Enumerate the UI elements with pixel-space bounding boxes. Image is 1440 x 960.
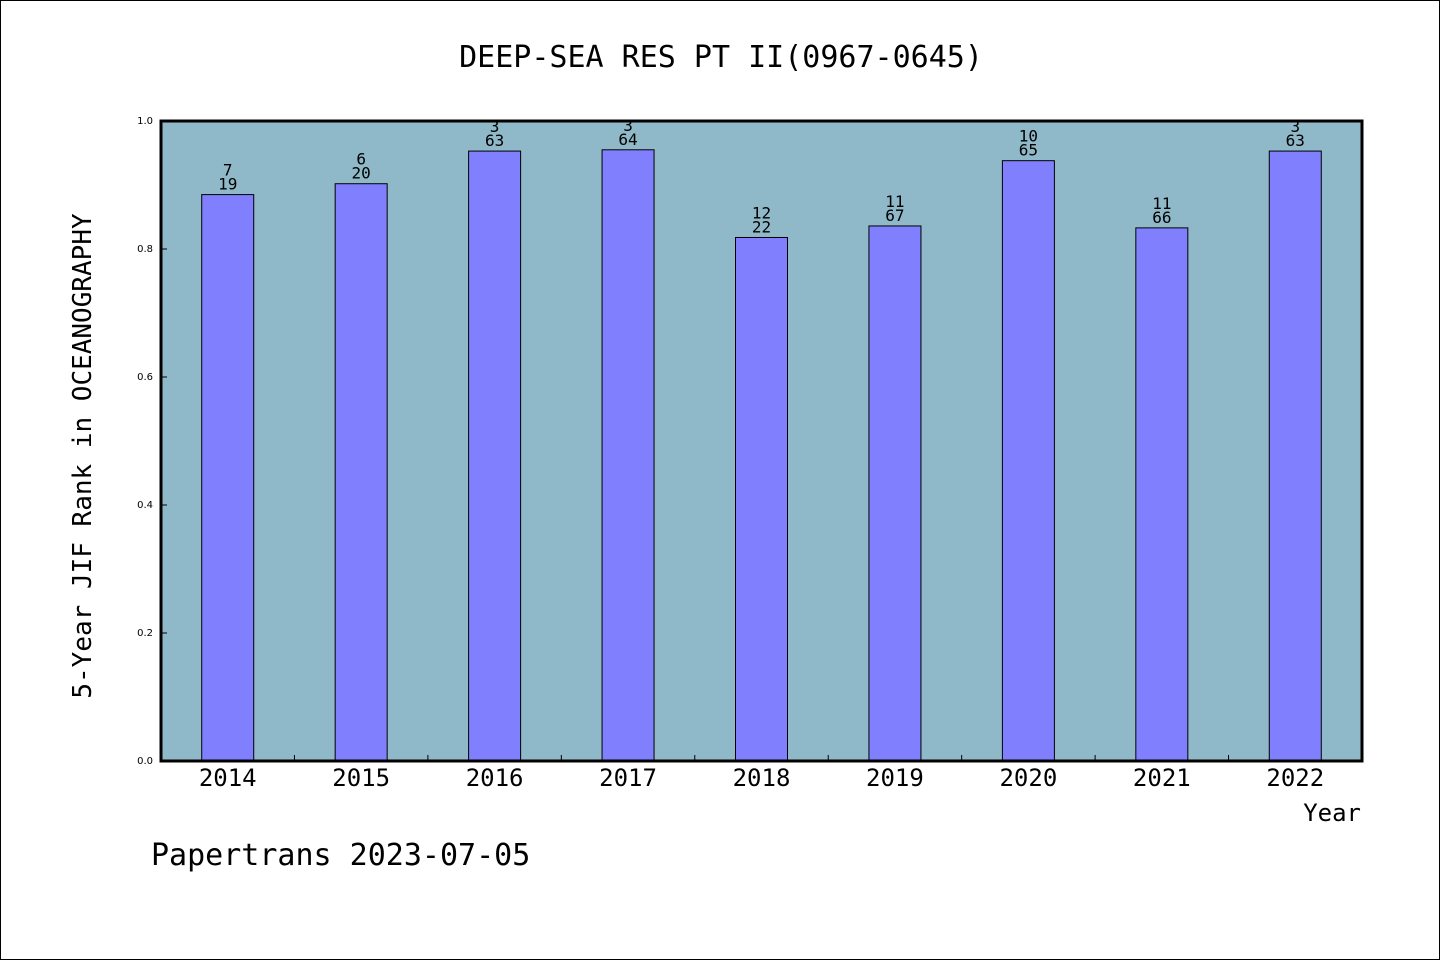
x-tick-label: 2014 — [199, 764, 257, 792]
y-axis-ticks: 0.0 0.2 0.4 0.6 0.8 1.0 — [137, 116, 167, 767]
bar-2016 — [468, 150, 522, 762]
y-tick-label: 1.0 — [137, 116, 153, 127]
x-axis-ticks: 2014 2015 2016 2017 2018 2019 2020 2021 2022 — [199, 755, 1324, 792]
x-tick-label: 2021 — [1133, 764, 1191, 792]
bar-total-label: 66 — [1152, 208, 1171, 227]
bar-rank-label: 3 — [1290, 117, 1300, 136]
bar-2020 — [1001, 160, 1055, 762]
bar-rank-label: 10 — [1019, 127, 1038, 146]
x-tick-label: 2019 — [866, 764, 924, 792]
bar-2019 — [868, 225, 922, 762]
plot-border — [159, 119, 1364, 763]
bar-rank-label: 11 — [1152, 194, 1171, 213]
bar-total-label: 22 — [752, 217, 771, 236]
bar-total-label: 20 — [352, 164, 371, 183]
bar-2017 — [601, 149, 655, 762]
bar-2022 — [1268, 150, 1322, 762]
bar-rank-label: 3 — [623, 116, 633, 135]
x-tick-label: 2017 — [599, 764, 657, 792]
y-tick-label: 0.4 — [137, 500, 153, 511]
bar-rank-label: 11 — [885, 192, 904, 211]
bar-rank-label: 3 — [490, 117, 500, 136]
bar-2021 — [1135, 227, 1189, 762]
y-tick-label: 0.8 — [137, 244, 153, 255]
bar-2018 — [735, 236, 788, 762]
y-tick-label: 0.6 — [137, 372, 153, 383]
x-tick-label: 2016 — [466, 764, 524, 792]
bar-total-label: 63 — [1286, 131, 1305, 150]
chart-title: DEEP-SEA RES PT II(0967-0645) — [459, 40, 983, 75]
x-tick-label: 2015 — [332, 764, 390, 792]
x-tick-label: 2020 — [999, 764, 1057, 792]
bar-total-label: 64 — [618, 130, 637, 149]
bar-rank-label: 12 — [752, 203, 771, 222]
y-tick-label: 0.0 — [137, 756, 153, 767]
footer-credit: Papertrans 2023-07-05 — [151, 838, 530, 873]
x-tick-label: 2018 — [733, 764, 791, 792]
bar-2015 — [334, 183, 388, 762]
bar-total-label: 63 — [485, 131, 504, 150]
y-axis-label: 5-Year JIF Rank in OCEANOGRAPHY — [68, 213, 98, 699]
x-tick-label: 2022 — [1266, 764, 1324, 792]
y-tick-label: 0.2 — [137, 628, 153, 639]
bar-rank-label: 6 — [356, 150, 366, 169]
bar-2014 — [201, 194, 255, 762]
bar-total-label: 65 — [1019, 141, 1038, 160]
x-axis-label: Year — [1303, 799, 1361, 827]
bar-total-label: 19 — [218, 175, 237, 194]
bar-rank-label: 7 — [223, 161, 233, 180]
bar-total-label: 67 — [885, 206, 904, 225]
bars-group — [201, 149, 1322, 762]
